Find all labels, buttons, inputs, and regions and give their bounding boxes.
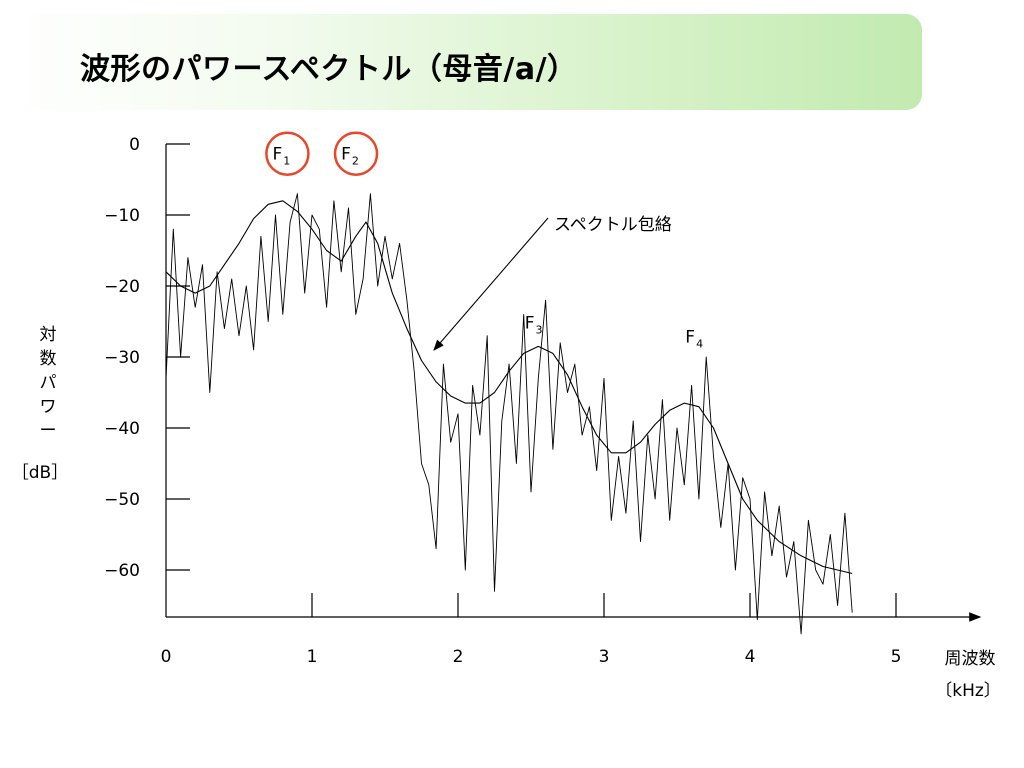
x-tick-label: 5 (891, 647, 902, 667)
y-tick-label: −30 (104, 348, 140, 368)
x-tick-label: 1 (307, 647, 318, 667)
envelope-line (165, 200, 853, 575)
y-axis-unit: ［dB］ (12, 463, 68, 483)
formant-subscript: 4 (696, 338, 703, 351)
annotation-arrow (433, 217, 549, 351)
y-axis-label-char: 数 (40, 349, 57, 369)
y-tick-label: −50 (104, 490, 140, 510)
x-axis-unit: 〔kHz〕 (935, 681, 1001, 701)
formant-label: F1 (273, 145, 291, 168)
y-axis-label-char: パ (40, 373, 57, 393)
formant-circle (333, 131, 379, 176)
spectrum-line (165, 193, 853, 635)
title-bar (0, 14, 922, 114)
x-axis-label: 周波数 (945, 649, 996, 669)
formant-subscript: 2 (352, 155, 359, 168)
title-underline (0, 110, 884, 114)
x-tick-label: 3 (599, 647, 610, 667)
formant-subscript: 3 (535, 323, 542, 336)
y-axis-label-char: ー (40, 421, 57, 441)
x-tick-label: 0 (161, 647, 172, 667)
y-tick-label: −40 (104, 419, 140, 439)
x-tick-label: 2 (453, 647, 464, 667)
y-tick-label: −10 (104, 206, 140, 226)
x-tick-label: 4 (745, 647, 756, 667)
formant-label: F4 (685, 328, 703, 351)
formant-label: F2 (341, 145, 359, 168)
envelope-annotation: スペクトル包絡 (554, 215, 672, 235)
formant-subscript: 1 (283, 155, 290, 168)
y-tick-label: −60 (104, 561, 140, 581)
slide-title: 波形のパワースペクトル（母音/a/） (80, 52, 578, 87)
formant-label: F3 (525, 313, 543, 336)
formant-circle (265, 131, 310, 176)
y-tick-label: 0 (129, 135, 140, 155)
y-axis-label-char: ワ (40, 397, 57, 417)
y-axis-label-char: 対 (40, 325, 57, 345)
y-tick-label: −20 (104, 277, 140, 297)
